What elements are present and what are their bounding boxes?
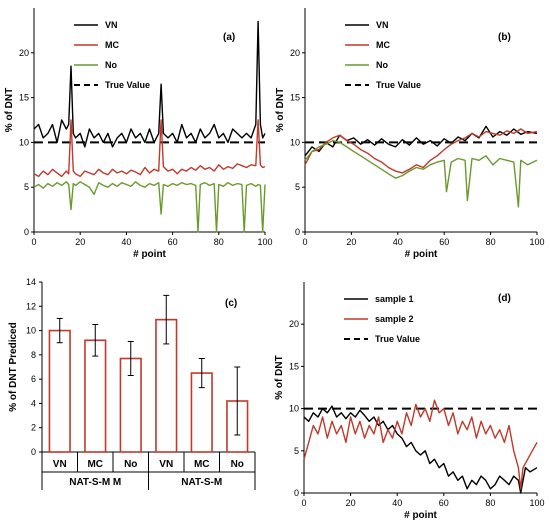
x-tick-label: 0: [302, 237, 307, 247]
x-tick-label: 40: [393, 237, 403, 247]
x-axis-title: # point: [405, 249, 438, 260]
panel-label: (d): [498, 293, 511, 304]
legend-label: No: [105, 60, 117, 70]
y-tick-label: 20: [290, 48, 300, 58]
x-tick-label: 20: [75, 237, 85, 247]
category-label: VN: [53, 459, 67, 470]
x-tick-label: 60: [168, 237, 178, 247]
x-tick-label: 20: [346, 498, 356, 508]
y-axis-title: % of DNT: [274, 355, 285, 399]
legend-label: sample 1: [375, 294, 414, 304]
series-line-sample-1: [303, 405, 538, 494]
series-line-sample-2: [303, 399, 538, 490]
x-axis-title: # point: [404, 510, 437, 521]
y-tick-label: 2: [31, 423, 36, 433]
legend-label: MC: [376, 40, 390, 50]
y-tick-label: 10: [19, 137, 29, 147]
panel-label: (c): [225, 298, 237, 309]
series-line-no: [304, 139, 538, 208]
series-line-mc: [304, 128, 538, 174]
bar: [84, 339, 107, 453]
y-tick-label: 10: [289, 404, 299, 414]
y-tick-label: 12: [26, 301, 36, 311]
legend-label: VN: [105, 20, 118, 30]
series-line-vn: [33, 20, 266, 148]
y-tick-label: 15: [19, 93, 29, 103]
legend-label: True Value: [376, 80, 421, 90]
x-tick-label: 0: [31, 237, 36, 247]
category-label: MC: [87, 459, 103, 470]
y-axis-title: % of DNT: [275, 88, 286, 132]
y-tick-label: 5: [24, 182, 29, 192]
y-tick-label: 10: [26, 326, 36, 336]
y-tick-label: 20: [19, 48, 29, 58]
x-tick-label: 20: [346, 237, 356, 247]
y-tick-label: 0: [294, 488, 299, 498]
chart-panel-b: 0 5 10 15 20 0 20 40 60 80 100 # point % of DNT VN MC N…: [275, 8, 545, 260]
y-tick-label: 15: [289, 361, 299, 371]
group-label: NAT-S-M: [181, 477, 222, 488]
y-tick-label: 20: [289, 319, 299, 329]
legend-label: sample 2: [375, 314, 414, 324]
x-tick-label: 0: [301, 498, 306, 508]
y-tick-label: 14: [26, 277, 36, 287]
x-tick-label: 60: [439, 498, 449, 508]
chart-panel-c: 0 2 4 6 8 10 12 14 % of DNT Prediced VN MC No VN MC No…: [8, 277, 256, 490]
x-tick-label: 80: [485, 498, 495, 508]
x-tick-label: 60: [439, 237, 449, 247]
category-label: No: [231, 459, 244, 470]
series-line-no: [33, 181, 266, 233]
x-axis-title: # point: [133, 249, 166, 260]
chart-panel-a: 0 5 10 15 20 0 20 40 60 80 100 # point % of DNT VN MC N…: [4, 8, 273, 260]
category-label: No: [124, 459, 137, 470]
x-tick-label: 40: [121, 237, 131, 247]
panel-label: (b): [498, 32, 511, 43]
legend-label: VN: [376, 20, 389, 30]
y-tick-label: 15: [290, 93, 300, 103]
category-label: VN: [159, 459, 173, 470]
y-tick-label: 0: [31, 447, 36, 457]
y-tick-label: 10: [290, 137, 300, 147]
legend-label: True Value: [105, 80, 150, 90]
x-tick-label: 80: [214, 237, 224, 247]
y-tick-label: 6: [31, 374, 36, 384]
group-label: NAT-S-M M: [69, 477, 121, 488]
y-tick-label: 0: [24, 227, 29, 237]
y-tick-label: 4: [31, 398, 36, 408]
legend-label: MC: [105, 40, 119, 50]
y-tick-label: 5: [294, 446, 299, 456]
chart-panel-d: 0 5 10 15 20 0 20 40 60 80 100 # point % of DNT sampl…: [274, 282, 545, 521]
y-tick-label: 0: [295, 227, 300, 237]
x-tick-label: 100: [529, 498, 544, 508]
panel-label: (a): [223, 32, 235, 43]
category-label: MC: [194, 459, 210, 470]
y-tick-label: 8: [31, 350, 36, 360]
x-tick-label: 100: [529, 237, 544, 247]
y-axis-title: % of DNT: [4, 88, 15, 132]
series-line-mc: [33, 119, 266, 178]
x-tick-label: 100: [257, 237, 272, 247]
x-tick-label: 40: [392, 498, 402, 508]
legend-label: No: [376, 60, 388, 70]
x-tick-label: 80: [486, 237, 496, 247]
series-line-vn: [304, 125, 538, 157]
legend-label: True Value: [375, 334, 420, 344]
bar: [48, 329, 71, 453]
y-tick-label: 5: [295, 182, 300, 192]
y-axis-title: % of DNT Prediced: [8, 322, 19, 411]
